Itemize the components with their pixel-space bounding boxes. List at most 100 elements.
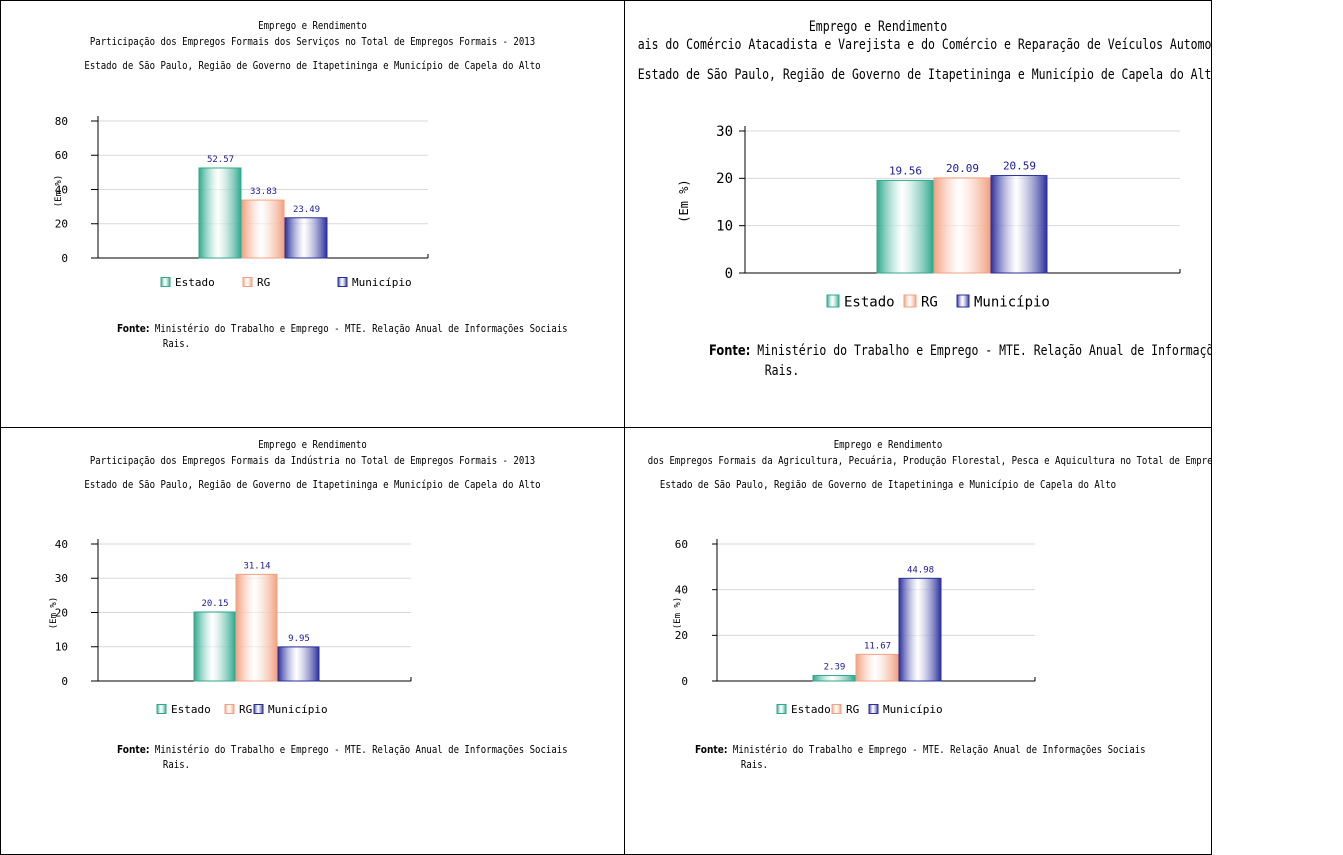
fonte-line2: Rais. (764, 362, 800, 379)
chart-title: Participação dos Empregos Formais dos Se… (89, 35, 536, 48)
legend-label: Município (883, 703, 943, 716)
chart-header: Emprego e Rendimento (833, 438, 943, 451)
bar-value-label: 20.59 (1003, 160, 1036, 173)
y-tick-label: 60 (55, 149, 68, 162)
fonte-note: Fonte: Ministério do Trabalho e Emprego … (117, 321, 568, 352)
legend-swatch-rg (242, 277, 253, 287)
y-tick-label: 20 (55, 606, 68, 619)
y-tick-label: 30 (716, 124, 733, 140)
bar-municipio (898, 577, 942, 682)
legend-label: Estado (171, 703, 211, 716)
bar-chart: 0 20 40 60 80 (Em %) 52.57 33.83 23.49 Estado RG Mu… (54, 115, 429, 289)
y-axis-label: (Em %) (49, 597, 59, 630)
chart-header: Emprego e Rendimento (258, 19, 367, 32)
y-tick-label: 40 (55, 183, 68, 196)
y-tick-label: 80 (55, 115, 68, 128)
chart-panel-2: Emprego e Rendimento ais do Comércio Ata… (624, 0, 1212, 428)
bar-value-label: 19.56 (889, 164, 922, 177)
y-tick-label: 30 (55, 572, 68, 585)
legend-swatch-rg (224, 704, 235, 714)
legend-swatch-rg (831, 704, 842, 714)
fonte-line1: Ministério do Trabalho e Emprego - MTE. … (154, 743, 568, 756)
fonte-line2: Rais. (162, 758, 191, 772)
bar-rg (933, 177, 991, 274)
y-tick-label: 10 (55, 641, 68, 654)
y-tick-label: 0 (725, 266, 733, 282)
fonte-note: Fonte: Ministério do Trabalho e Emprego … (117, 742, 568, 773)
bar-chart: 0 10 20 30 (Em %) 19.56 20.09 20.59 Estado RG Muni… (677, 124, 1181, 310)
chart-panel-3: Emprego e Rendimento Participação dos Em… (0, 427, 625, 855)
bar-value-label: 33.83 (250, 187, 277, 197)
legend-swatch-estado (826, 294, 840, 308)
chart-region: Estado de São Paulo, Região de Governo d… (84, 59, 541, 72)
y-tick-label: 20 (716, 171, 733, 187)
chart-region: Estado de São Paulo, Região de Governo d… (84, 478, 541, 491)
fonte-line1: Ministério do Trabalho e Emprego - MTE. … (732, 743, 1146, 756)
y-axis-label: (Em %) (677, 179, 691, 222)
y-tick-label: 40 (675, 584, 688, 597)
legend-swatch-estado (160, 277, 171, 287)
bar-chart: 0 20 40 60 (Em %) 2.39 11.67 44.98 Estado RG Munic… (673, 538, 1036, 716)
y-tick-label: 10 (716, 219, 733, 235)
fonte-label: Fonte: (117, 743, 150, 756)
bar-value-label: 2.39 (824, 663, 846, 673)
y-axis-label: (Em %) (673, 597, 683, 630)
legend-label: Estado (175, 276, 215, 289)
legend-swatch-municipio (868, 704, 879, 714)
bar-rg (241, 199, 285, 259)
legend-label: RG (257, 276, 270, 289)
bar-value-label: 9.95 (288, 634, 310, 644)
bar-value-label: 20.15 (201, 599, 228, 609)
bar-value-label: 20.09 (946, 162, 979, 175)
legend-swatch-estado (776, 704, 787, 714)
bar-rg (235, 573, 278, 682)
fonte-label: Fonte: (709, 343, 751, 359)
legend-label: RG (846, 703, 859, 716)
legend-label: RG (239, 703, 252, 716)
chart-title: Participação dos Empregos Formais da Ind… (89, 454, 536, 467)
chart-header: Emprego e Rendimento (258, 438, 367, 451)
chart-title: ais do Comércio Atacadista e Varejista e… (637, 37, 1212, 53)
chart-header: Emprego e Rendimento (808, 19, 948, 35)
fonte-line2: Rais. (740, 758, 769, 772)
bar-value-label: 31.14 (243, 561, 270, 571)
bar-estado (193, 611, 236, 682)
chart-region: Estado de São Paulo, Região de Governo d… (659, 478, 1117, 491)
y-tick-label: 20 (675, 629, 688, 642)
bar-municipio (277, 646, 320, 682)
fonte-note: Fonte: Ministério do Trabalho e Emprego … (695, 742, 1146, 773)
y-tick-label: 40 (55, 538, 68, 551)
legend-label: RG (921, 294, 938, 310)
legend-swatch-rg (903, 294, 917, 308)
y-axis-label: (Em %) (54, 175, 64, 208)
y-tick-label: 0 (681, 675, 688, 688)
fonte-line1: Ministério do Trabalho e Emprego - MTE. … (757, 343, 1211, 359)
y-tick-label: 20 (55, 218, 68, 231)
bar-municipio (284, 217, 328, 259)
bar-value-label: 44.98 (907, 565, 934, 575)
fonte-note: Fonte: Ministério do Trabalho e Emprego … (709, 342, 1211, 381)
legend-label: Município (352, 276, 412, 289)
bar-value-label: 23.49 (293, 205, 320, 215)
y-tick-label: 0 (61, 252, 68, 265)
fonte-line2: Rais. (162, 337, 191, 351)
bar-value-label: 52.57 (207, 155, 234, 165)
legend-label: Estado (791, 703, 831, 716)
legend-label: Município (974, 294, 1050, 310)
legend-label: Município (268, 703, 328, 716)
bar-rg (855, 653, 899, 682)
legend-label: Estado (844, 294, 895, 310)
chart-region: Estado de São Paulo, Região de Governo d… (637, 67, 1212, 83)
legend-swatch-municipio (956, 294, 970, 308)
chart-panel-1: Emprego e Rendimento Participação dos Em… (0, 0, 625, 428)
chart-panel-4: Emprego e Rendimento dos Empregos Formai… (624, 427, 1212, 855)
fonte-label: Fonte: (695, 743, 728, 756)
bar-estado (198, 167, 242, 259)
bar-value-label: 11.67 (864, 641, 891, 651)
fonte-line1: Ministério do Trabalho e Emprego - MTE. … (154, 322, 568, 335)
chart-title: dos Empregos Formais da Agricultura, Pec… (647, 454, 1212, 467)
y-tick-label: 0 (61, 675, 68, 688)
bar-chart: 0 10 20 30 40 (Em %) 20.15 31.14 9.95 Estado RG Mun… (49, 538, 412, 716)
bar-estado (812, 675, 856, 682)
bar-municipio (990, 175, 1048, 274)
